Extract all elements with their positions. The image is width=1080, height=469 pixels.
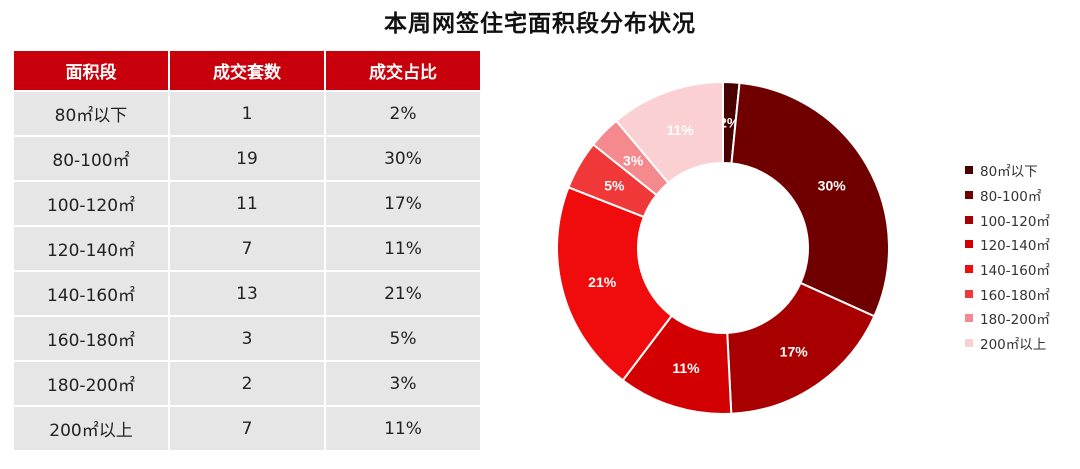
table-cell: 3 [170,317,324,360]
table-cell: 80㎡以下 [14,92,168,135]
table-row: 200㎡以上 7 11% [14,407,480,450]
donut-slice [556,186,674,382]
table-cell: 80-100㎡ [14,137,168,180]
legend-swatch [965,191,973,200]
legend-swatch [965,215,973,224]
legend-swatch [965,240,973,249]
table-row: 180-200㎡ 2 3% [14,362,480,405]
legend-label: 180-200㎡ [980,312,1050,329]
table-cell: 140-160㎡ [14,272,168,315]
table-cell: 100-120㎡ [14,182,168,225]
table-cell: 21% [326,272,480,315]
table-cell: 1 [170,92,324,135]
legend-item: 80-100㎡ [965,183,1050,208]
table-cell: 2 [170,362,324,405]
table-cell: 11% [326,227,480,270]
column-header: 成交套数 [170,51,324,90]
table-cell: 120-140㎡ [14,227,168,270]
table-cell: 7 [170,407,324,450]
legend-label: 80-100㎡ [980,189,1042,206]
table-cell: 160-180㎡ [14,317,168,360]
table-header-row: 面积段 成交套数 成交占比 [14,51,480,90]
slice-label: 5% [604,177,625,193]
table-row: 80-100㎡ 19 30% [14,137,480,180]
table-cell: 180-200㎡ [14,362,168,405]
column-header: 成交占比 [326,51,480,90]
donut-slice [730,81,890,318]
table-cell: 19 [170,137,324,180]
legend-item: 100-120㎡ [965,207,1050,232]
table-cell: 17% [326,182,480,225]
slice-label: 30% [818,177,847,193]
area-distribution-table: 面积段 成交套数 成交占比 80㎡以下 1 2% 80-100㎡ 19 30% … [12,49,482,452]
slice-label: 17% [780,344,809,360]
donut-chart: 2%30%17%11%21%5%3%11% [556,80,890,415]
column-header: 面积段 [14,51,168,90]
legend-label: 160-180㎡ [980,287,1050,304]
table-cell: 11 [170,182,324,225]
legend-label: 120-140㎡ [980,238,1050,255]
table-cell: 13 [170,272,324,315]
table-cell: 200㎡以上 [14,407,168,450]
legend-label: 200㎡以上 [980,337,1047,354]
donut-slice [614,80,724,185]
legend-item: 200㎡以上 [965,331,1050,356]
table-cell: 3% [326,362,480,405]
table-cell: 5% [326,317,480,360]
table-cell: 30% [326,137,480,180]
legend-label: 80㎡以下 [980,164,1038,181]
legend-swatch [965,314,973,323]
legend-swatch [965,166,973,175]
table-row: 120-140㎡ 7 11% [14,227,480,270]
legend-swatch [965,339,973,348]
slice-label: 3% [623,152,644,168]
slice-label: 21% [588,274,617,290]
slice-label: 11% [672,360,700,376]
slice-label: 11% [666,122,694,138]
legend-item: 160-180㎡ [965,281,1050,306]
chart-title: 本周网签住宅面积段分布状况 [384,11,696,37]
legend-swatch [965,289,973,298]
table-cell: 11% [326,407,480,450]
legend-item: 120-140㎡ [965,232,1050,257]
table-row: 80㎡以下 1 2% [14,92,480,135]
legend-label: 140-160㎡ [980,263,1050,280]
table-cell: 2% [326,92,480,135]
legend-item: 80㎡以下 [965,158,1050,183]
legend-item: 180-200㎡ [965,306,1050,331]
table-row: 160-180㎡ 3 5% [14,317,480,360]
table-row: 100-120㎡ 11 17% [14,182,480,225]
legend-swatch [965,265,973,274]
legend-item: 140-160㎡ [965,257,1050,282]
table-cell: 7 [170,227,324,270]
table-row: 140-160㎡ 13 21% [14,272,480,315]
chart-legend: 80㎡以下 80-100㎡ 100-120㎡ 120-140㎡ 140-160㎡ 160-… [965,158,1050,356]
legend-label: 100-120㎡ [980,213,1050,230]
